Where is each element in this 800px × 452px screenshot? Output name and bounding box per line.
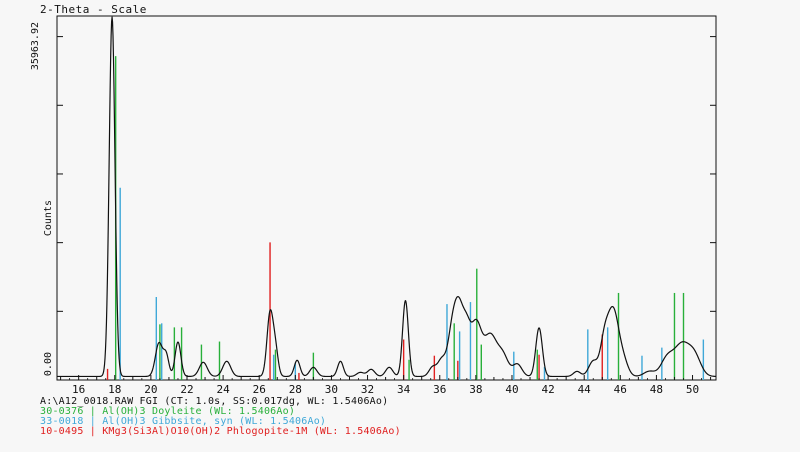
legend-phase-phlogopite: 10-0495 | KMg3(Si3Al)O10(OH)2 Phlogopite… [40,426,401,437]
plot-border [56,15,717,381]
x-tick-label: 26 [253,383,266,396]
x-tick-label: 42 [541,383,554,396]
xrd-plot: 16 18 20 22 24 26 28 30 32 34 36 38 40 42 44 46 48 50 [56,15,717,396]
x-tick-label: 34 [397,383,411,396]
x-axis: 16 18 20 22 24 26 28 30 32 34 36 38 40 42 44 46 48 50 [60,375,712,396]
legend-phase-gibbsite: 33-0018 | Al(OH)3 Gibbsite, syn (WL: 1.5… [40,416,327,427]
scan-file-info: A:\A12_0018.RAW FGI (CT: 1.0s, SS:0.017d… [40,396,389,407]
x-tick-label: 24 [216,383,230,396]
x-tick-label: 50 [686,383,699,396]
x-tick-label: 22 [180,383,193,396]
x-tick-label: 40 [505,383,518,396]
x-tick-label: 20 [144,383,157,396]
x-tick-label: 46 [614,383,627,396]
chart-title: 2-Theta - Scale [40,3,147,16]
x-tick-label: 38 [469,383,482,396]
reference-lines [106,56,705,380]
plot-frame [56,15,717,381]
x-tick-label: 16 [72,383,85,396]
x-tick-label: 18 [108,383,121,396]
x-tick-label: 44 [578,383,592,396]
legend-phase-doyleite: 30-0376 | Al(OH)3 Doyleite (WL: 1.5406Ao… [40,406,296,417]
x-tick-label: 32 [361,383,374,396]
x-tick-label: 48 [650,383,663,396]
pattern-line [56,16,717,378]
x-tick-label: 28 [289,383,302,396]
diffraction-pattern [56,16,717,378]
x-tick-label: 36 [433,383,446,396]
x-tick-label: 30 [325,383,338,396]
